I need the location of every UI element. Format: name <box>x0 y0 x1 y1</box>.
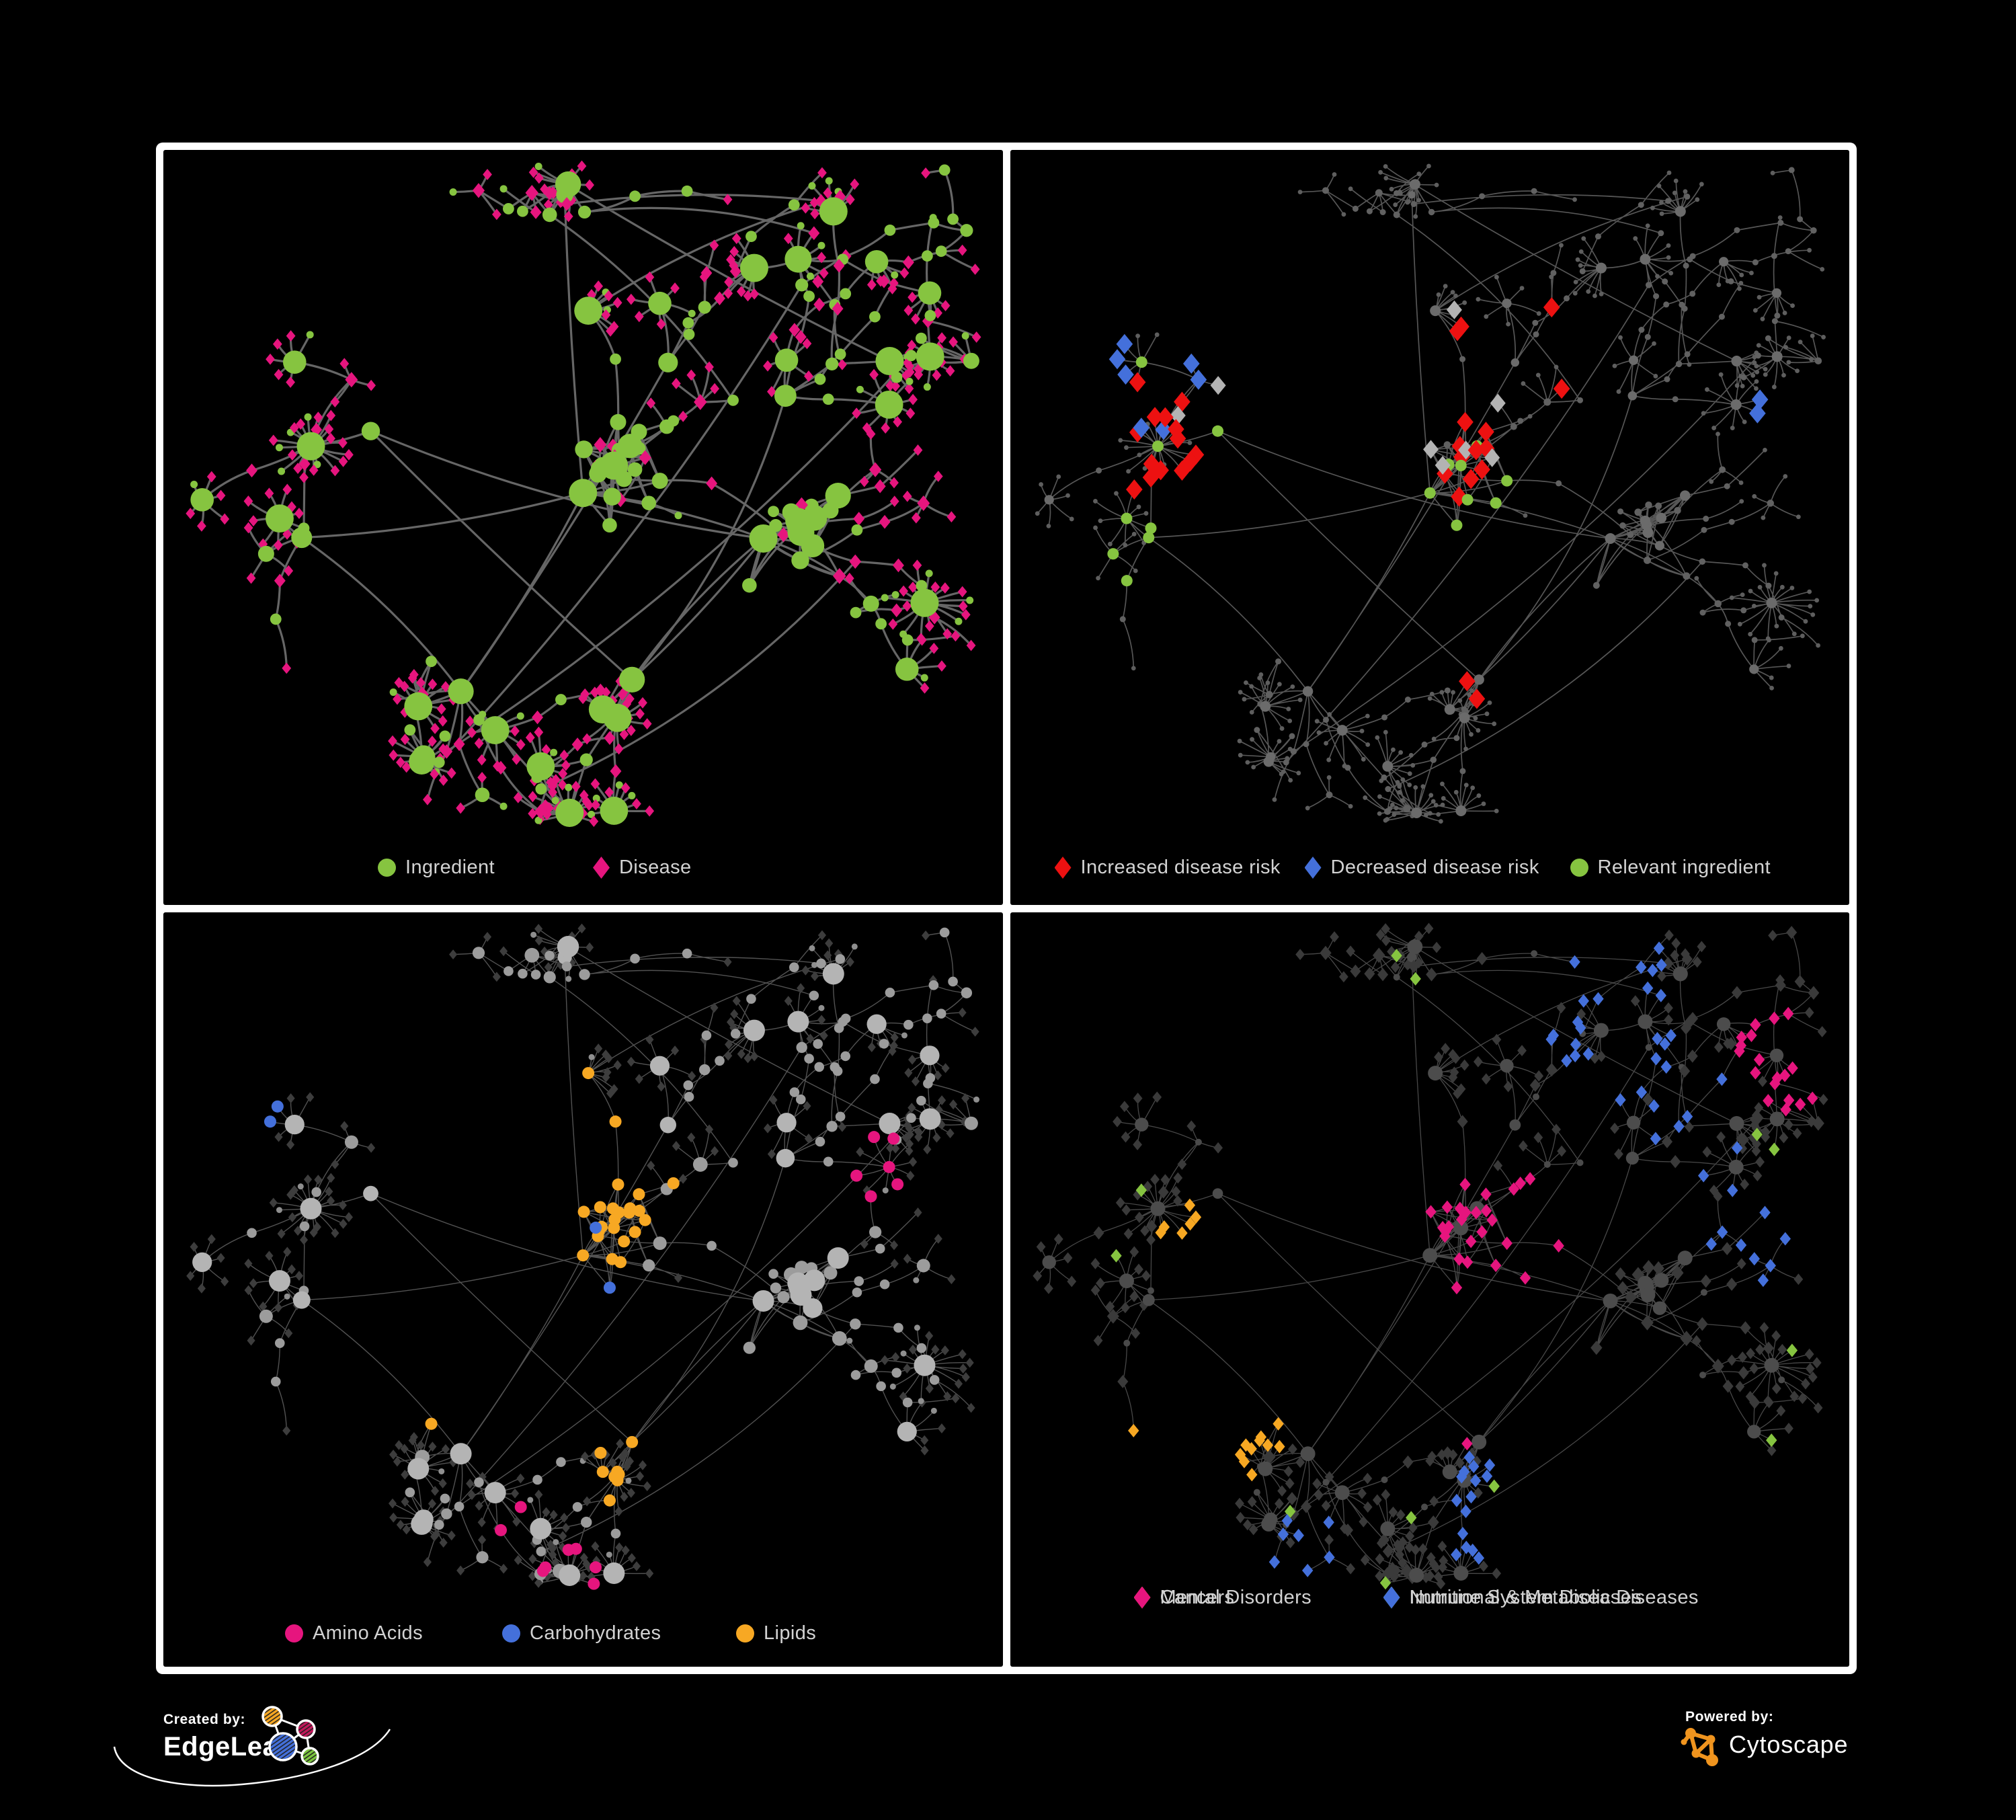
legend-macronutrients: Amino Acids Carbohydrates Lipids <box>163 1622 1003 1645</box>
legend-label: Relevant ingredient <box>1597 857 1771 878</box>
panel-ingredient-disease: Ingredient Disease <box>163 150 1003 905</box>
four-panel-frame: Ingredient Disease Increased disease ris… <box>156 143 1857 1674</box>
edgeleap-node-orange <box>261 1706 283 1727</box>
legend-item-mental-disorders: Mental Disorders <box>1133 1586 1312 1609</box>
legend-disease-risk: Increased disease risk Decreased disease… <box>1010 857 1850 879</box>
disease-category-network-graph <box>1032 922 1828 1589</box>
cytoscape-wordmark: Cytoscape <box>1729 1731 1849 1758</box>
legend-item-carbohydrates: Carbohydrates <box>502 1622 661 1645</box>
panel-disease-categories: Mental Disorders Immune System Diseases … <box>1010 912 1850 1667</box>
legend-label: Mental Disorders <box>1160 1586 1312 1608</box>
legend-label: Carbohydrates <box>530 1622 661 1644</box>
legend-label: Disease <box>619 857 692 878</box>
edgeleap-swoosh <box>113 1729 391 1787</box>
legend-label: Increased disease risk <box>1080 857 1281 878</box>
ingredient-circle-icon <box>378 859 396 877</box>
disease-diamond-icon <box>593 857 610 879</box>
legend-label: Ingredient <box>405 857 495 878</box>
legend-item-lipids: Lipids <box>736 1622 816 1645</box>
relevant-ingredient-circle-icon <box>1570 859 1588 877</box>
cancers-diamond-icon <box>1133 1586 1151 1609</box>
created-by-label: Created by: <box>163 1712 246 1727</box>
decreased-risk-diamond-icon <box>1304 857 1322 879</box>
powered-by-label: Powered by: <box>1685 1709 1774 1725</box>
legend-item-decreased-risk: Decreased disease risk <box>1304 857 1539 879</box>
disease-risk-network-graph <box>1035 163 1826 824</box>
legend-item-amino-acids: Amino Acids <box>285 1622 423 1645</box>
nutritional-metabolic-diseases-diamond-icon <box>1383 1586 1400 1609</box>
edgeleap-node-green <box>300 1747 319 1766</box>
legend-label: Immune System Diseases <box>1409 1586 1642 1608</box>
legend-label: Nutritional & Metabolic Diseases <box>1409 1586 1699 1608</box>
legend-label: Amino Acids <box>313 1622 423 1644</box>
legend-item-disease: Disease <box>593 857 692 879</box>
ingredient-disease-network-graph <box>186 160 981 828</box>
legend-item-nutritional-metabolic-diseases: Nutritional & Metabolic Diseases <box>1383 1586 1699 1609</box>
legend-disease-categories: Mental Disorders Immune System Diseases … <box>1010 1586 1850 1667</box>
edgeleap-logo <box>113 1706 391 1787</box>
cytoscape-logo-icon <box>1681 1728 1718 1766</box>
panel-macronutrients: Amino Acids Carbohydrates Lipids <box>163 912 1003 1667</box>
lipids-circle-icon <box>736 1624 754 1643</box>
edgeleap-node-blue <box>268 1732 298 1762</box>
legend-item-relevant-ingredient: Relevant ingredient <box>1570 857 1771 879</box>
legend-label: Cancers <box>1160 1586 1235 1608</box>
legend-ingredient-disease: Ingredient Disease <box>163 857 1003 879</box>
legend-item-increased-risk: Increased disease risk <box>1054 857 1281 879</box>
carbohydrates-circle-icon <box>502 1624 520 1643</box>
edgeleap-node-magenta <box>296 1719 316 1739</box>
legend-label: Lipids <box>764 1622 817 1644</box>
legend-item-ingredient: Ingredient <box>378 857 495 879</box>
legend-item-cancers: Cancers <box>1133 1586 1235 1609</box>
macronutrient-network-graph <box>186 923 980 1590</box>
increased-risk-diamond-icon <box>1054 857 1072 879</box>
legend-label: Decreased disease risk <box>1330 857 1539 878</box>
amino-acids-circle-icon <box>285 1624 303 1643</box>
panel-disease-risk: Increased disease risk Decreased disease… <box>1010 150 1850 905</box>
edgeleap-logo-nodes <box>261 1706 319 1766</box>
